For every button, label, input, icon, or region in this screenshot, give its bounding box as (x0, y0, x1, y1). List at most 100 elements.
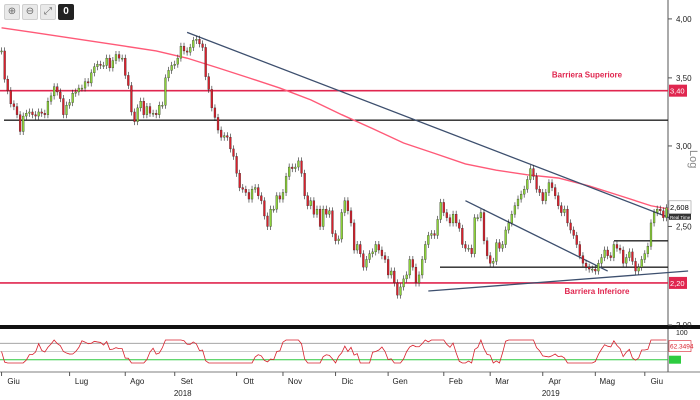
rsi-value-label: 62.3494 (670, 344, 694, 351)
candle-body (584, 263, 588, 268)
candle-body (402, 278, 405, 288)
candle-body (210, 89, 213, 109)
rsi-line (1, 338, 667, 364)
candle-body (560, 205, 563, 213)
candle-body (0, 50, 3, 53)
fullscreen-icon[interactable]: ⤢ (40, 4, 56, 20)
month-label: Gen (393, 377, 408, 386)
candle-body (266, 215, 269, 227)
candle-body (535, 176, 538, 190)
candle-body (148, 106, 152, 114)
candle-body (117, 54, 121, 59)
zoom-out-icon[interactable]: ⊖ (22, 4, 38, 20)
candle-body (46, 101, 50, 115)
candle-body (93, 66, 96, 74)
candle-body (588, 266, 591, 270)
candle-body (519, 193, 523, 200)
month-label: Lug (75, 377, 88, 386)
candle-body (34, 114, 37, 117)
candle-body (68, 102, 71, 106)
candle-body (179, 46, 183, 59)
candle-body (49, 95, 53, 102)
panel-separator (0, 325, 700, 329)
candle-body (659, 208, 662, 211)
candle-body (476, 217, 479, 219)
candle-body (15, 106, 19, 115)
candle-body (294, 166, 297, 169)
month-label: Ott (243, 377, 254, 386)
candle-body (244, 189, 247, 193)
month-label: Giu (7, 377, 19, 386)
y-tick-label: 4,00 (676, 15, 692, 24)
candle-body (56, 86, 59, 93)
candle-body (349, 210, 353, 224)
candle-body (615, 244, 619, 249)
barrier-tag (669, 276, 687, 289)
candle-body (352, 222, 356, 251)
candle-body (421, 259, 424, 276)
candle-body (99, 64, 102, 66)
candle-body (501, 244, 504, 249)
candle-body (176, 57, 179, 65)
candle-body (550, 182, 554, 188)
candle-body (102, 65, 105, 67)
candle-body (173, 64, 176, 66)
candle-body (473, 217, 476, 254)
candle-body (609, 255, 612, 258)
candle-body (226, 135, 229, 138)
candle-body (71, 93, 74, 103)
candle-body (581, 255, 585, 264)
candle-body (646, 246, 650, 254)
candle-body (337, 238, 340, 241)
candle-body (430, 233, 433, 236)
zoom-in-icon[interactable]: ⊕ (4, 4, 20, 20)
candle-body (275, 195, 278, 210)
candle-body (220, 129, 223, 138)
candle-body (288, 166, 291, 177)
candle-body (278, 195, 281, 200)
candle-body (229, 137, 232, 150)
candle-body (198, 39, 201, 45)
candle-body (213, 107, 217, 118)
candle-body (238, 173, 241, 188)
candle-body (334, 233, 337, 241)
candle-body (554, 187, 557, 196)
candle-body (625, 257, 628, 264)
month-label: Apr (549, 377, 562, 386)
candle-body (22, 115, 25, 132)
candle-body (380, 249, 384, 256)
rsi-value-tag (668, 340, 692, 352)
candle-body (269, 208, 272, 227)
candle-body (40, 111, 43, 114)
barrier-tag-label: 2,20 (670, 279, 685, 288)
candle-body (223, 135, 226, 138)
counter-badge: 0 (58, 4, 74, 20)
candle-body (374, 244, 377, 253)
candle-body (427, 235, 430, 245)
candle-body (451, 214, 455, 224)
candle-body (368, 253, 371, 260)
candle-body (510, 214, 513, 224)
candle-body (464, 244, 467, 249)
candle-body (591, 268, 594, 271)
candle-body (59, 91, 62, 99)
month-label: Dic (342, 377, 354, 386)
candle-body (436, 219, 439, 236)
candle-body (448, 217, 452, 224)
candle-body (281, 192, 285, 200)
log-scale-label: Log (687, 150, 699, 168)
candle-body (634, 261, 637, 272)
candle-body (445, 212, 448, 218)
rsi-green-tag (669, 355, 681, 364)
barrier-tag-label: 3,40 (670, 87, 685, 96)
candle-body (18, 114, 22, 132)
candle-body (167, 70, 170, 79)
candle-body (189, 47, 192, 53)
candle-body (513, 205, 517, 215)
candle-body (606, 249, 609, 256)
candle-body (182, 46, 186, 52)
candle-body (127, 75, 130, 86)
candle-body (541, 192, 544, 201)
candle-body (359, 244, 362, 254)
